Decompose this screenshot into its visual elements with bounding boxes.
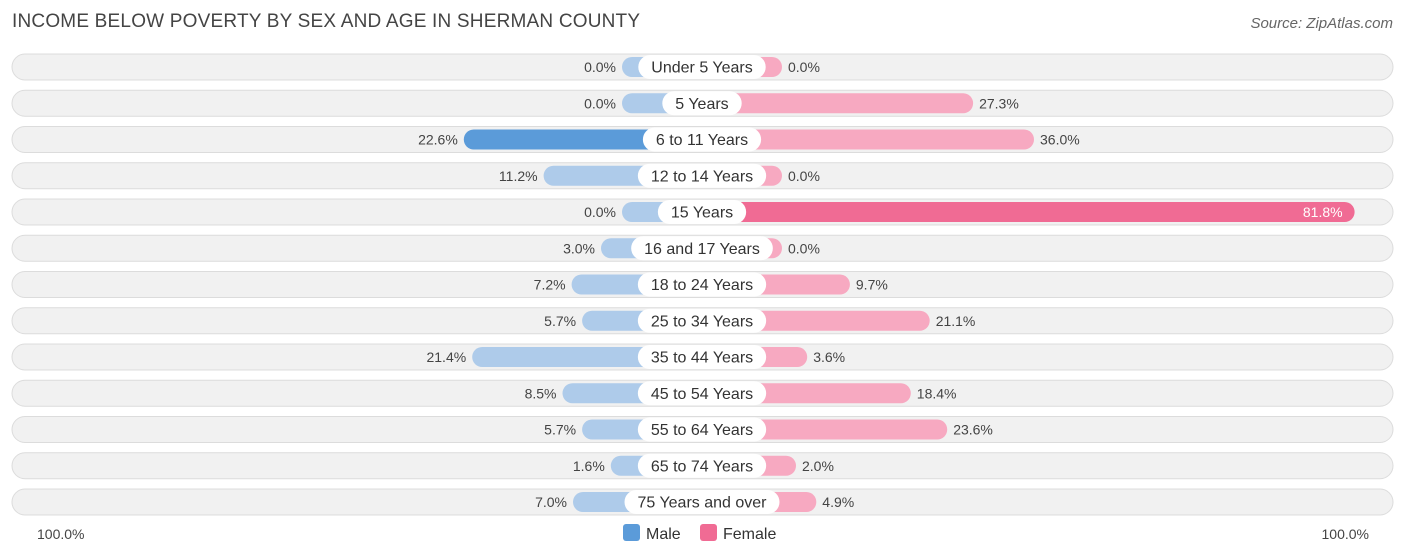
- value-label-female: 2.0%: [802, 458, 834, 474]
- category-label: 75 Years and over: [638, 495, 768, 512]
- value-label-female: 36.0%: [1040, 132, 1080, 148]
- value-label-female: 0.0%: [788, 59, 820, 75]
- category-label-bg: [637, 417, 767, 442]
- value-label-female: 3.6%: [813, 349, 845, 365]
- category-label-bg: [637, 308, 767, 333]
- category-label-bg: [637, 453, 767, 478]
- value-label-female: 27.3%: [979, 95, 1019, 111]
- chart-row: 12 to 14 Years 11.2% 0.0%: [11, 162, 1394, 190]
- chart-row: 5 Years 0.0% 27.3%: [11, 89, 1394, 117]
- value-label-female: 0.0%: [788, 168, 820, 184]
- chart-rows: Under 5 Years 0.0% 0.0% 5 Years 0.0% 27.3% 6 t…: [11, 53, 1394, 516]
- chart-source: Source: ZipAtlas.com: [1250, 15, 1393, 32]
- chart-row: 6 to 11 Years 22.6% 36.0%: [11, 126, 1394, 153]
- category-label: 25 to 34 Years: [651, 313, 753, 330]
- category-label: 15 Years: [671, 205, 733, 222]
- value-label-male: 21.4%: [426, 349, 466, 365]
- chart-row: 25 to 34 Years 5.7% 21.1%: [11, 307, 1394, 335]
- chart-row: 35 to 44 Years 21.4% 3.6%: [11, 343, 1394, 371]
- legend-swatch-female: [700, 524, 717, 541]
- value-label-female: 21.1%: [936, 313, 976, 329]
- category-label: 18 to 24 Years: [651, 277, 753, 294]
- category-label-bg: [637, 163, 767, 188]
- category-label-bg: [637, 272, 767, 297]
- value-label-male: 5.7%: [544, 422, 576, 438]
- chart-title: INCOME BELOW POVERTY BY SEX AND AGE IN S…: [12, 11, 640, 32]
- category-label-bg: [637, 345, 767, 369]
- bar-female: [702, 202, 1355, 222]
- legend-label-male: Male: [646, 526, 681, 543]
- axis-label-right: 100.0%: [1322, 526, 1369, 542]
- axis-label-left: 100.0%: [37, 526, 84, 542]
- value-label-female: 0.0%: [788, 240, 820, 256]
- category-label-bg: [657, 200, 747, 224]
- value-label-male: 3.0%: [563, 240, 595, 256]
- category-label: 5 Years: [675, 96, 728, 113]
- chart-row: 65 to 74 Years 1.6% 2.0%: [11, 452, 1394, 480]
- category-label: Under 5 Years: [651, 60, 752, 77]
- chart-row: 15 Years 0.0% 81.8%: [11, 198, 1394, 226]
- value-label-male: 0.0%: [584, 204, 616, 220]
- category-label-bg: [642, 127, 762, 152]
- value-label-male: 5.7%: [544, 313, 576, 329]
- category-label-bg: [631, 236, 773, 261]
- value-label-female: 4.9%: [822, 494, 854, 510]
- value-label-male: 7.2%: [534, 277, 566, 293]
- category-label: 45 to 54 Years: [651, 386, 753, 403]
- value-label-female: 81.8%: [1303, 204, 1343, 220]
- legend-label-female: Female: [723, 526, 776, 543]
- chart-row: 16 and 17 Years 3.0% 0.0%: [11, 234, 1394, 262]
- bar-female: [702, 129, 1034, 150]
- value-label-male: 8.5%: [525, 385, 557, 401]
- value-label-female: 23.6%: [953, 422, 993, 438]
- category-label: 65 to 74 Years: [651, 458, 753, 475]
- value-label-male: 11.2%: [499, 168, 538, 184]
- category-label-bg: [624, 490, 780, 514]
- category-label: 55 to 64 Years: [651, 422, 753, 439]
- chart-row: 75 Years and over 7.0% 4.9%: [11, 488, 1394, 516]
- legend-swatch-male: [623, 524, 640, 541]
- chart-row: 55 to 64 Years 5.7% 23.6%: [11, 416, 1394, 443]
- bar-female: [702, 93, 974, 114]
- value-label-male: 1.6%: [573, 458, 605, 474]
- chart-row: 45 to 54 Years 8.5% 18.4%: [11, 379, 1394, 407]
- category-label-bg: [637, 381, 767, 406]
- value-label-male: 0.0%: [584, 59, 616, 75]
- category-label: 35 to 44 Years: [651, 350, 753, 367]
- category-label: 12 to 14 Years: [651, 168, 753, 185]
- category-label: 6 to 11 Years: [656, 132, 748, 149]
- category-label-bg: [638, 55, 766, 79]
- value-label-male: 22.6%: [418, 132, 458, 148]
- chart-row: Under 5 Years 0.0% 0.0%: [11, 53, 1394, 81]
- value-label-female: 18.4%: [917, 385, 957, 401]
- legend: Male Female: [623, 524, 776, 543]
- bar-male: [463, 129, 702, 150]
- chart-row: 18 to 24 Years 7.2% 9.7%: [11, 271, 1394, 298]
- category-label-bg: [662, 91, 742, 116]
- category-label: 16 and 17 Years: [644, 241, 760, 258]
- value-label-male: 0.0%: [584, 95, 616, 111]
- value-label-male: 7.0%: [535, 494, 567, 510]
- value-label-female: 9.7%: [856, 277, 888, 293]
